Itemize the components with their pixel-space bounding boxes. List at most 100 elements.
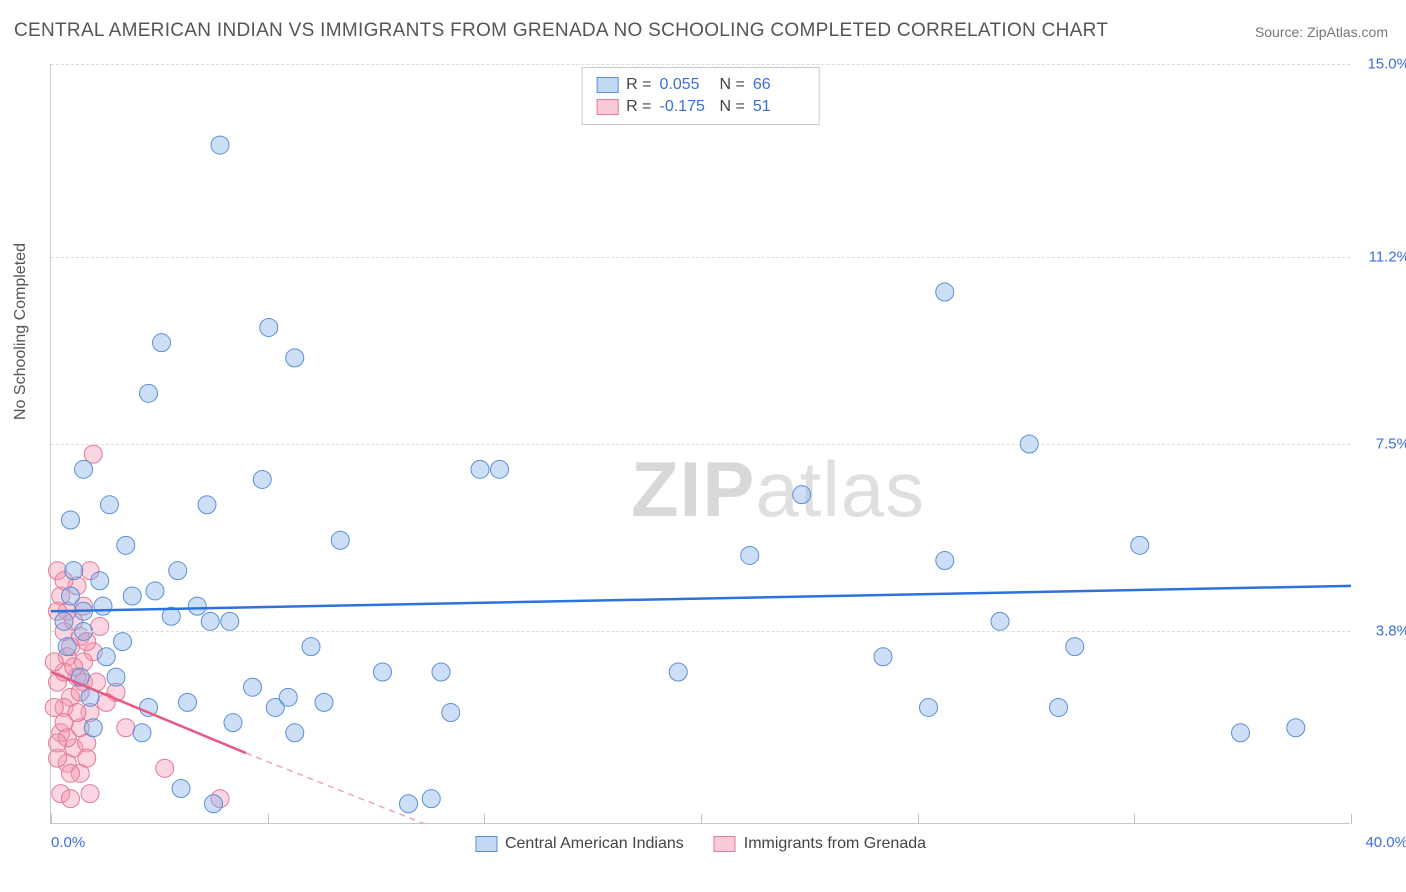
y-axis-label: No Schooling Completed bbox=[12, 243, 30, 420]
gridline-h bbox=[51, 631, 1350, 632]
data-point bbox=[58, 638, 76, 656]
data-point bbox=[179, 693, 197, 711]
data-point bbox=[123, 587, 141, 605]
data-point bbox=[201, 612, 219, 630]
data-point bbox=[422, 790, 440, 808]
data-point bbox=[211, 136, 229, 154]
data-point bbox=[741, 546, 759, 564]
data-point bbox=[94, 597, 112, 615]
trendline-blue bbox=[51, 586, 1351, 611]
data-point bbox=[331, 531, 349, 549]
series-legend: Central American Indians Immigrants from… bbox=[475, 835, 926, 853]
swatch-pink bbox=[714, 836, 736, 852]
data-point bbox=[279, 688, 297, 706]
data-point bbox=[432, 663, 450, 681]
data-point bbox=[75, 460, 93, 478]
tick-v bbox=[484, 814, 485, 824]
data-point bbox=[84, 719, 102, 737]
data-point bbox=[920, 698, 938, 716]
data-point bbox=[62, 764, 80, 782]
data-point bbox=[1131, 536, 1149, 554]
data-point bbox=[62, 587, 80, 605]
data-point bbox=[1050, 698, 1068, 716]
data-point bbox=[991, 612, 1009, 630]
data-point bbox=[315, 693, 333, 711]
data-point bbox=[400, 795, 418, 813]
legend-item-blue: Central American Indians bbox=[475, 835, 684, 853]
data-point bbox=[205, 795, 223, 813]
data-point bbox=[114, 633, 132, 651]
x-tick-min: 0.0% bbox=[51, 834, 85, 851]
data-point bbox=[107, 668, 125, 686]
data-point bbox=[244, 678, 262, 696]
tick-v bbox=[701, 814, 702, 824]
data-point bbox=[221, 612, 239, 630]
data-point bbox=[78, 749, 96, 767]
x-tick-max: 40.0% bbox=[1365, 834, 1406, 851]
trendline-pink-extrapolated bbox=[246, 753, 425, 824]
data-point bbox=[491, 460, 509, 478]
data-point bbox=[669, 663, 687, 681]
data-point bbox=[442, 704, 460, 722]
legend-item-pink: Immigrants from Grenada bbox=[714, 835, 926, 853]
data-point bbox=[68, 704, 86, 722]
data-point bbox=[146, 582, 164, 600]
data-point bbox=[172, 780, 190, 798]
data-point bbox=[65, 562, 83, 580]
gridline-h bbox=[51, 257, 1350, 258]
data-point bbox=[374, 663, 392, 681]
y-tick-label: 15.0% bbox=[1355, 56, 1406, 73]
data-point bbox=[49, 734, 67, 752]
data-point bbox=[1287, 719, 1305, 737]
data-point bbox=[169, 562, 187, 580]
data-point bbox=[101, 496, 119, 514]
tick-v bbox=[51, 814, 52, 824]
data-point bbox=[936, 552, 954, 570]
data-point bbox=[62, 511, 80, 529]
data-point bbox=[874, 648, 892, 666]
gridline-h bbox=[51, 64, 1350, 65]
data-point bbox=[471, 460, 489, 478]
data-point bbox=[91, 572, 109, 590]
data-point bbox=[936, 283, 954, 301]
correlation-legend: R =0.055 N =66 R =-0.175 N =51 bbox=[581, 67, 820, 125]
tick-v bbox=[1351, 814, 1352, 824]
data-point bbox=[55, 612, 73, 630]
data-point bbox=[188, 597, 206, 615]
tick-v bbox=[918, 814, 919, 824]
tick-v bbox=[268, 814, 269, 824]
data-point bbox=[117, 719, 135, 737]
data-point bbox=[224, 714, 242, 732]
data-point bbox=[1066, 638, 1084, 656]
data-point bbox=[62, 790, 80, 808]
scatter-plot: ZIPatlas R =0.055 N =66 R =-0.175 N =51 … bbox=[50, 64, 1350, 824]
data-point bbox=[1232, 724, 1250, 742]
source-attribution: Source: ZipAtlas.com bbox=[1255, 24, 1388, 40]
y-tick-label: 11.2% bbox=[1355, 248, 1406, 265]
data-point bbox=[302, 638, 320, 656]
legend-row-pink: R =-0.175 N =51 bbox=[596, 96, 805, 118]
data-point bbox=[286, 724, 304, 742]
y-tick-label: 7.5% bbox=[1355, 436, 1406, 453]
data-point bbox=[156, 759, 174, 777]
data-point bbox=[198, 496, 216, 514]
data-point bbox=[117, 536, 135, 554]
data-point bbox=[140, 384, 158, 402]
data-point bbox=[91, 617, 109, 635]
y-tick-label: 3.8% bbox=[1355, 623, 1406, 640]
data-point bbox=[97, 648, 115, 666]
swatch-blue bbox=[475, 836, 497, 852]
chart-title: CENTRAL AMERICAN INDIAN VS IMMIGRANTS FR… bbox=[14, 20, 1108, 42]
data-point bbox=[81, 785, 99, 803]
data-point bbox=[286, 349, 304, 367]
data-point bbox=[793, 486, 811, 504]
tick-v bbox=[1134, 814, 1135, 824]
legend-row-blue: R =0.055 N =66 bbox=[596, 74, 805, 96]
data-point bbox=[153, 334, 171, 352]
data-point bbox=[45, 653, 63, 671]
data-point bbox=[84, 445, 102, 463]
data-point bbox=[260, 318, 278, 336]
swatch-pink bbox=[596, 99, 618, 115]
gridline-h bbox=[51, 444, 1350, 445]
data-point bbox=[133, 724, 151, 742]
